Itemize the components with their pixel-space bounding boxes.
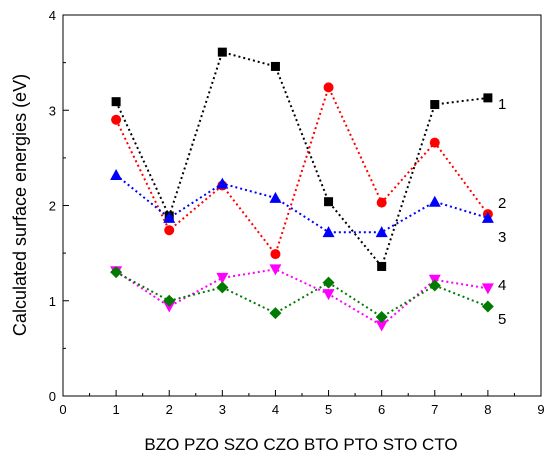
data-point <box>324 197 334 207</box>
data-point <box>375 320 388 332</box>
y-tick-label: 2 <box>49 199 56 214</box>
data-point <box>483 93 493 103</box>
data-point <box>269 264 282 276</box>
data-point <box>430 100 440 110</box>
data-point <box>164 225 175 236</box>
x-tick-label: 7 <box>431 402 438 417</box>
series-label-1: 1 <box>498 96 506 113</box>
x-tick-label: 5 <box>325 402 332 417</box>
data-point <box>217 47 227 57</box>
series-3 <box>110 169 494 238</box>
series-1 <box>111 47 493 271</box>
plot-frame <box>62 14 542 397</box>
y-tick-label: 1 <box>49 294 56 309</box>
data-point <box>216 177 229 189</box>
x-tick-label: 8 <box>484 402 491 417</box>
data-point <box>322 226 335 238</box>
y-tick-label: 3 <box>49 103 56 118</box>
data-point <box>376 197 387 208</box>
data-point <box>163 301 176 313</box>
data-point <box>216 272 229 284</box>
y-tick-label: 0 <box>49 389 56 404</box>
y-axis-label: Calculated surface energies (eV) <box>10 74 30 336</box>
data-point <box>375 310 388 323</box>
series-label-5: 5 <box>498 311 506 328</box>
data-point <box>322 276 335 289</box>
data-point <box>481 300 494 313</box>
x-axis-label: BZO PZO SZO CZO BTO PTO STO CTO <box>144 435 457 454</box>
x-tick-label: 6 <box>378 402 385 417</box>
y-tick-label: 4 <box>49 8 56 23</box>
data-point <box>110 169 123 181</box>
x-tick-label: 9 <box>537 402 544 417</box>
data-point <box>322 289 335 301</box>
data-point <box>481 211 494 223</box>
data-point <box>269 307 282 320</box>
data-point <box>111 97 121 107</box>
series-labels: 1 2 3 4 5 <box>498 96 506 328</box>
data-point <box>428 279 441 292</box>
data-point <box>216 281 229 294</box>
data-point <box>429 137 440 148</box>
series-line <box>115 268 489 327</box>
series-label-3: 3 <box>498 229 506 246</box>
series-label-2: 2 <box>498 195 506 212</box>
axes: 0 1 2 3 4 5 6 7 8 9 0 1 2 3 4 <box>49 8 545 417</box>
series-line <box>115 84 489 257</box>
series-5 <box>110 264 494 332</box>
x-tick-label: 3 <box>219 402 226 417</box>
data-point <box>377 261 387 271</box>
x-tick-label: 1 <box>112 402 119 417</box>
data-point <box>481 283 494 295</box>
data-point <box>270 61 280 71</box>
data-point <box>269 191 282 203</box>
data-point <box>163 294 176 307</box>
data-point <box>323 82 334 93</box>
series-6 <box>110 266 494 323</box>
data-point <box>428 195 441 207</box>
data-point <box>111 114 122 125</box>
series-line <box>115 50 489 269</box>
data-point <box>163 211 176 223</box>
x-tick-label: 0 <box>59 402 66 417</box>
data-point <box>270 249 281 260</box>
series-layer <box>110 47 494 332</box>
data-point <box>110 266 123 279</box>
data-point <box>375 226 388 238</box>
series-label-4: 4 <box>498 277 506 294</box>
x-tick-label: 2 <box>166 402 173 417</box>
x-tick-label: 4 <box>272 402 279 417</box>
